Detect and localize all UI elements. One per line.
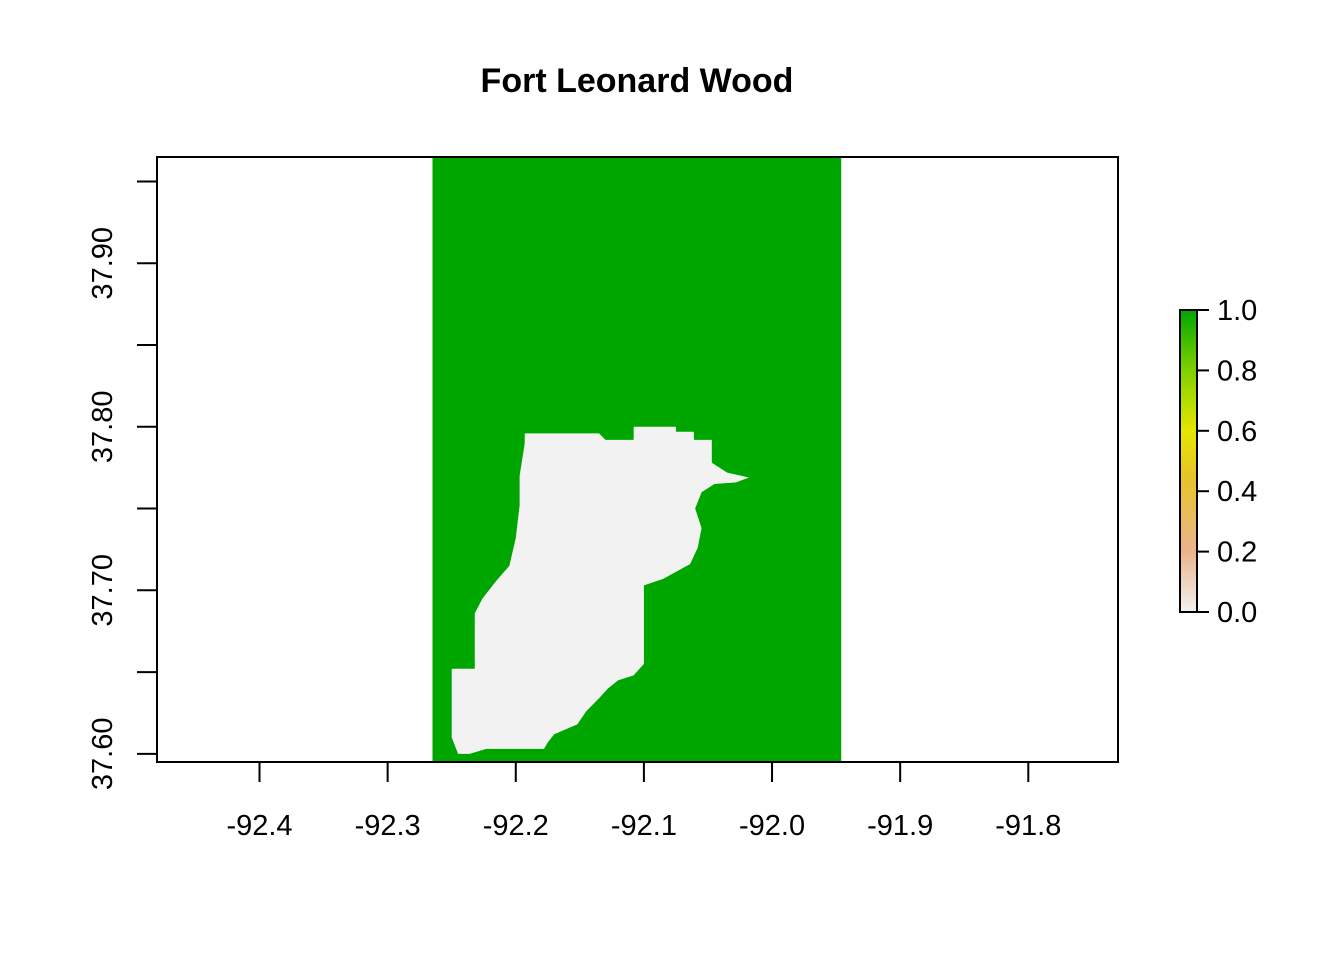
color-legend: 1.0 0.8 0.6 0.4 0.2 0.0 [1179,295,1257,629]
x-axis: -92.4 -92.3 -92.2 -92.1 -92.0 -91.9 -91.8 [226,761,1061,842]
legend-tick-label: 0.8 [1217,355,1257,387]
y-tick-label: 37.70 [87,554,119,627]
y-tick-label: 37.90 [87,227,119,300]
x-tick-label: -92.3 [355,810,421,842]
x-tick-label: -92.0 [739,810,805,842]
legend-colorbar [1179,309,1198,613]
chart-title: Fort Leonard Wood [481,62,794,100]
x-tick-label: -91.9 [867,810,933,842]
x-tick-label: -92.4 [226,810,292,842]
x-tick-label: -92.2 [483,810,549,842]
legend-tick-label: 1.0 [1217,295,1257,327]
legend-tick-label: 0.6 [1217,416,1257,448]
installation-area [451,426,749,754]
x-tick-label: -91.8 [995,810,1061,842]
legend-tick-label: 0.4 [1217,476,1257,508]
y-tick-label: 37.60 [87,718,119,791]
x-tick-label: -92.1 [611,810,677,842]
legend-tick-label: 0.0 [1217,597,1257,629]
y-tick-label: 37.80 [87,391,119,464]
y-axis: 37.60 37.70 37.80 37.90 [87,180,157,791]
raster-layer [432,157,842,762]
legend-tick-label: 0.2 [1217,537,1257,569]
